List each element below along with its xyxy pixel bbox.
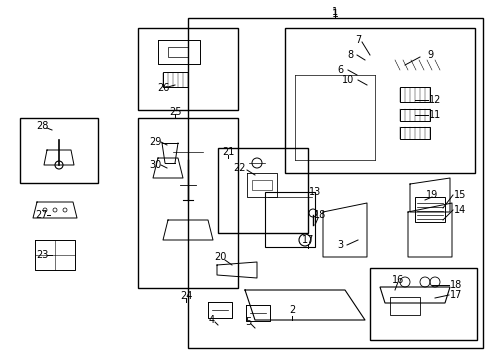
Text: 21: 21	[222, 147, 234, 157]
Text: 5: 5	[244, 317, 251, 327]
Text: 3: 3	[336, 240, 343, 250]
Bar	[285, 28, 474, 173]
Bar	[251, 180, 271, 190]
Bar	[168, 47, 187, 57]
Text: 30: 30	[148, 160, 161, 170]
Bar	[264, 192, 314, 247]
Text: 4: 4	[208, 315, 215, 325]
Text: 24: 24	[180, 291, 192, 301]
Text: 14: 14	[453, 205, 465, 215]
Bar	[389, 297, 419, 315]
Text: 1: 1	[331, 9, 338, 19]
Bar	[399, 87, 429, 102]
Text: 9: 9	[426, 50, 432, 60]
Text: 17: 17	[301, 235, 314, 245]
Bar	[187, 18, 482, 348]
Text: 17: 17	[449, 290, 461, 300]
Bar	[138, 28, 238, 110]
Text: 12: 12	[428, 95, 440, 105]
Text: 25: 25	[168, 107, 181, 117]
Text: 6: 6	[336, 65, 343, 75]
Text: 23: 23	[36, 250, 48, 260]
Text: 19: 19	[425, 190, 437, 200]
Text: 13: 13	[308, 187, 321, 197]
Text: 2: 2	[288, 305, 295, 315]
Text: 20: 20	[213, 252, 226, 262]
Bar	[138, 118, 238, 288]
Text: 28: 28	[36, 121, 48, 131]
Text: 18: 18	[449, 280, 461, 290]
Bar	[163, 72, 187, 87]
Text: 10: 10	[341, 75, 353, 85]
Text: 11: 11	[428, 110, 440, 120]
Bar	[369, 268, 476, 340]
Bar	[218, 148, 307, 233]
Text: 29: 29	[148, 137, 161, 147]
Text: 7: 7	[354, 35, 360, 45]
Text: 27: 27	[36, 210, 48, 220]
Text: 8: 8	[346, 50, 352, 60]
Bar	[399, 127, 429, 139]
Text: 22: 22	[233, 163, 246, 173]
Text: 16: 16	[391, 275, 403, 285]
Bar	[414, 197, 444, 222]
Bar	[399, 109, 429, 121]
Text: 18: 18	[313, 210, 325, 220]
Bar	[20, 118, 98, 183]
Text: 1: 1	[331, 7, 337, 17]
Text: 15: 15	[453, 190, 465, 200]
Text: 26: 26	[157, 83, 169, 93]
